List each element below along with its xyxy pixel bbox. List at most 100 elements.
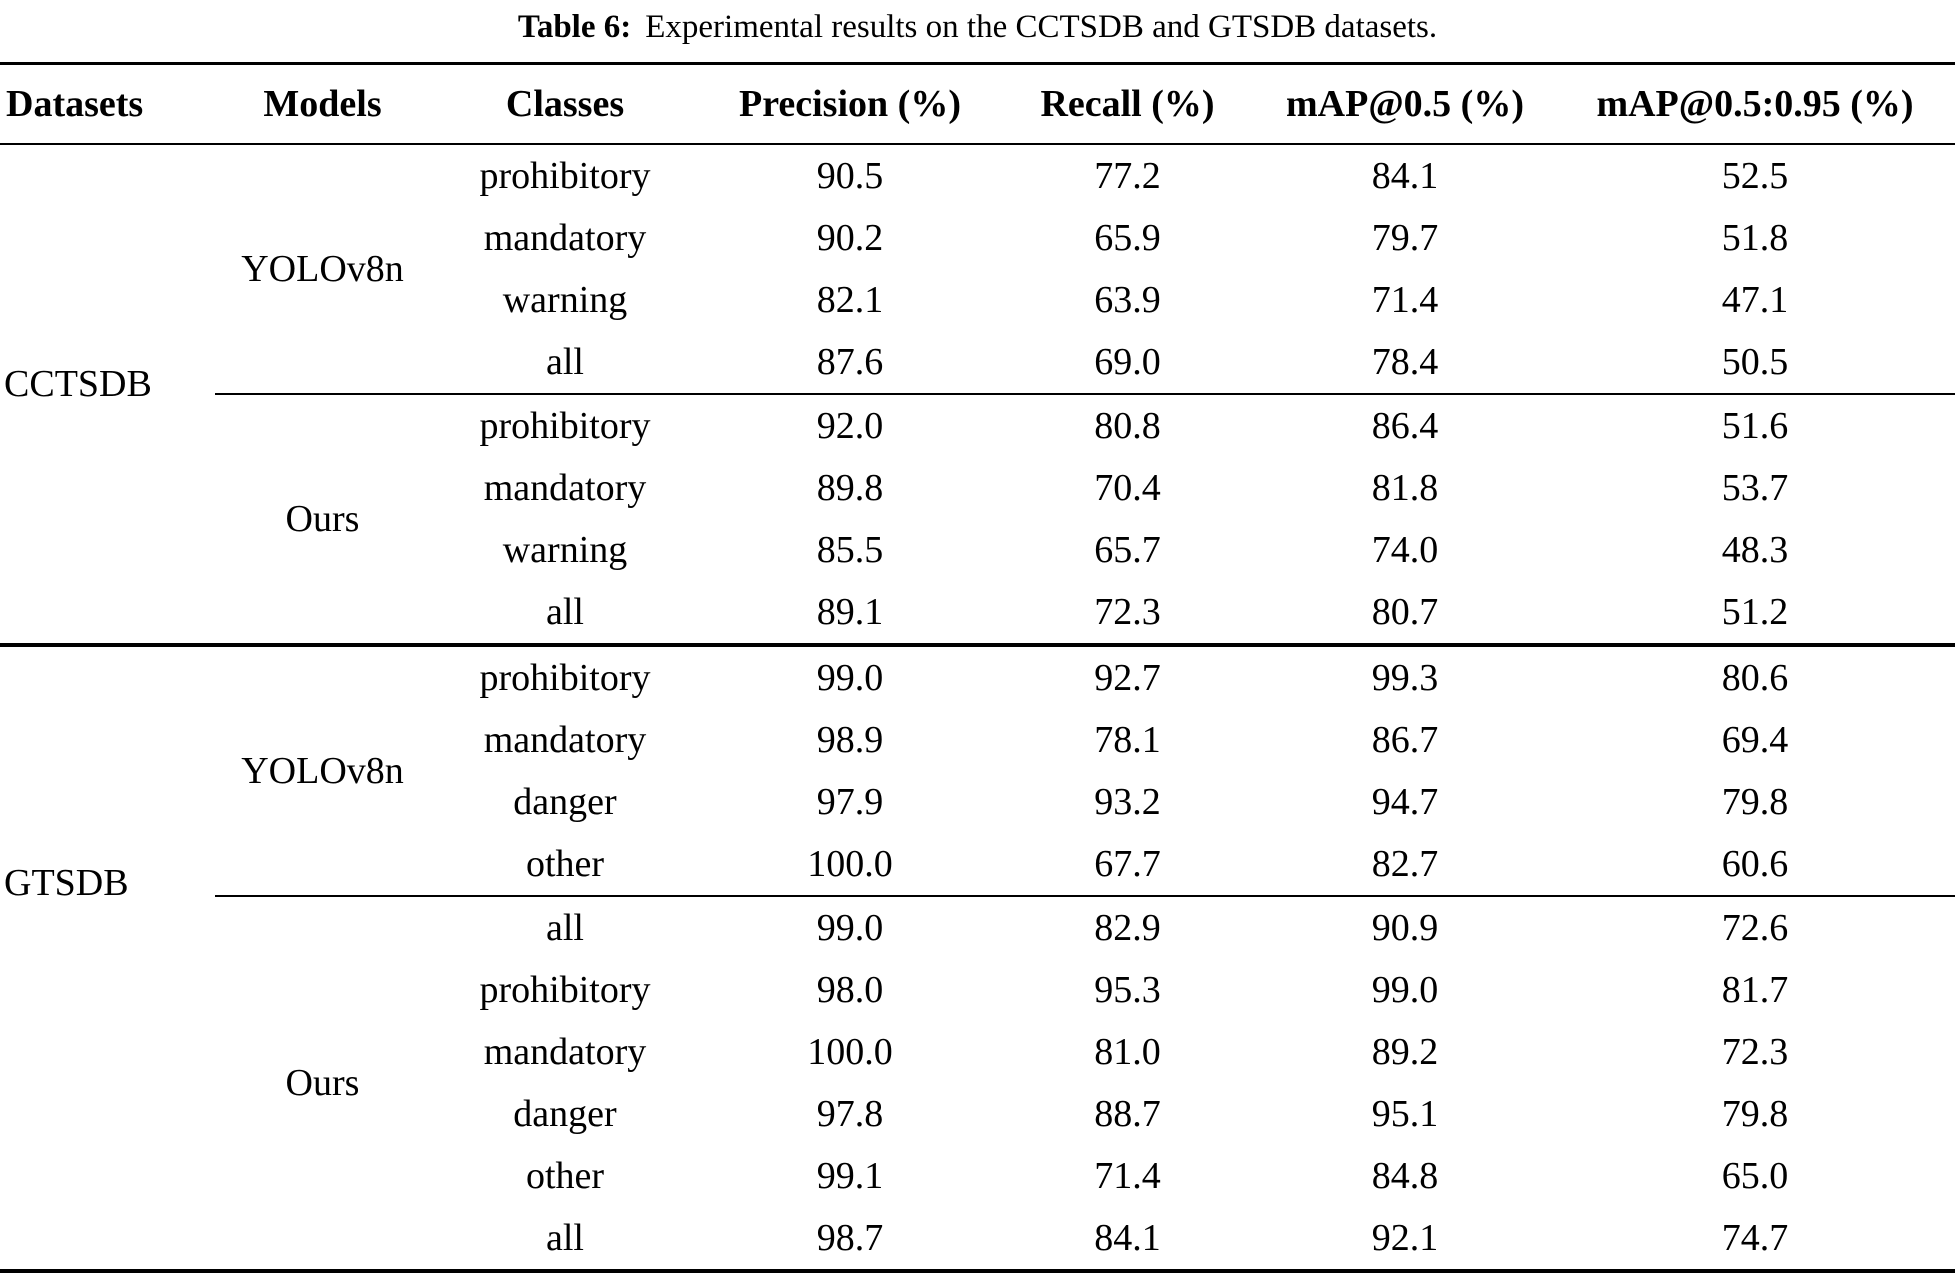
recall-cell: 80.8 [1094, 405, 1161, 447]
precision-cell: 100.0 [700, 833, 1000, 897]
table-body: CCTSDB YOLOv8n prohibitory 90.5 77.2 84.1 52.5… [0, 144, 1955, 1271]
map50-95-cell: 69.4 [1721, 719, 1789, 761]
map50-cell: 94.7 [1371, 781, 1439, 823]
map50-95-cell: 79.8 [1721, 781, 1789, 823]
map50-95-cell: 51.6 [1721, 405, 1789, 447]
recall-cell: 65.7 [1094, 529, 1161, 571]
map50-cell: 84.1 [1371, 155, 1439, 197]
map50-95-cell: 52.5 [1721, 155, 1789, 197]
precision-cell: 87.6 [700, 331, 1000, 395]
map50-95-cell: 53.7 [1721, 467, 1789, 509]
class-cell: other [430, 833, 700, 897]
model-cell: Ours [215, 394, 430, 647]
precision-cell: 97.9 [816, 781, 884, 823]
map50-cell: 84.8 [1371, 1155, 1439, 1197]
table-row: warning 85.5 65.7 74.0 48.3 [0, 519, 1955, 581]
column-header-datasets: Datasets [0, 63, 215, 145]
table-row: all 98.7 84.1 92.1 74.7 [0, 1207, 1955, 1271]
dataset-cell: GTSDB [0, 645, 215, 1271]
table-row: mandatory 98.9 78.1 86.7 69.4 [0, 709, 1955, 771]
map50-cell: 90.9 [1371, 907, 1439, 949]
table-caption-text: Experimental results on the CCTSDB and G… [645, 9, 1438, 45]
dataset-cell: CCTSDB [0, 144, 215, 647]
map50-95-cell: 50.5 [1555, 331, 1955, 395]
recall-cell: 70.4 [1094, 467, 1161, 509]
map50-cell: 99.0 [1371, 969, 1439, 1011]
map50-cell: 86.4 [1371, 405, 1439, 447]
table-caption-label: Table 6: [517, 9, 632, 45]
map50-95-cell: 72.6 [1721, 907, 1789, 949]
precision-cell: 82.1 [816, 279, 884, 321]
table-row: all 89.1 72.3 80.7 51.2 [0, 581, 1955, 647]
table-caption: Table 6: Experimental results on the CCTS… [0, 0, 1955, 62]
map50-cell: 89.2 [1371, 1031, 1439, 1073]
recall-cell: 72.3 [1000, 581, 1255, 647]
class-cell: prohibitory [479, 657, 651, 699]
table-row: mandatory 90.2 65.9 79.7 51.8 [0, 207, 1955, 269]
column-header-models: Models [215, 63, 430, 145]
map50-95-cell: 74.7 [1721, 1217, 1789, 1259]
model-cell: YOLOv8n [215, 645, 430, 897]
recall-cell: 69.0 [1000, 331, 1255, 395]
table-row: prohibitory 98.0 95.3 99.0 81.7 [0, 959, 1955, 1021]
precision-cell: 89.1 [700, 581, 1000, 647]
recall-cell: 82.9 [1094, 907, 1161, 949]
recall-cell: 67.7 [1000, 833, 1255, 897]
class-cell: prohibitory [479, 969, 651, 1011]
class-cell: mandatory [483, 1031, 647, 1073]
map50-cell: 81.8 [1371, 467, 1439, 509]
precision-cell: 97.8 [816, 1093, 884, 1135]
model-cell: YOLOv8n [215, 144, 430, 395]
recall-cell: 78.1 [1094, 719, 1161, 761]
table-row: CCTSDB YOLOv8n prohibitory 90.5 77.2 84.1 52.5 [0, 144, 1955, 647]
recall-cell: 77.2 [1094, 155, 1161, 197]
map50-cell: 74.0 [1371, 529, 1439, 571]
header-row: Datasets Models Classes Precision (%) Re… [0, 63, 1955, 145]
precision-cell: 98.9 [816, 719, 884, 761]
recall-cell: 81.0 [1094, 1031, 1161, 1073]
map50-95-cell: 72.3 [1721, 1031, 1789, 1073]
column-header-classes: Classes [430, 63, 700, 145]
model-cell: Ours [285, 1062, 360, 1104]
table-row: other 100.0 67.7 82.7 60.6 [0, 833, 1955, 897]
class-cell: warning [502, 529, 628, 571]
map50-95-cell: 47.1 [1721, 279, 1789, 321]
map50-cell: 78.4 [1255, 331, 1555, 395]
table-row: other 99.1 71.4 84.8 65.0 [0, 1145, 1955, 1207]
class-cell: all [430, 331, 700, 395]
map50-95-cell: 48.3 [1721, 529, 1789, 571]
recall-cell: 84.1 [1094, 1217, 1161, 1259]
class-cell: warning [502, 279, 628, 321]
precision-cell: 99.0 [816, 657, 884, 699]
table-row: mandatory 89.8 70.4 81.8 53.7 [0, 457, 1955, 519]
results-table: Datasets Models Classes Precision (%) Re… [0, 62, 1955, 1273]
precision-cell: 89.8 [816, 467, 884, 509]
precision-cell: 90.5 [816, 155, 884, 197]
class-cell: danger [513, 1093, 617, 1135]
class-cell: other [525, 1155, 605, 1197]
map50-95-cell: 51.2 [1555, 581, 1955, 647]
dataset-label: CCTSDB [4, 363, 152, 405]
class-cell: mandatory [483, 719, 647, 761]
recall-cell: 63.9 [1094, 279, 1161, 321]
class-cell: prohibitory [479, 405, 651, 447]
class-cell: danger [513, 781, 617, 823]
map50-95-cell: 79.8 [1721, 1093, 1789, 1135]
precision-cell: 98.7 [816, 1217, 884, 1259]
table-row: GTSDB YOLOv8n prohibitory 99.0 92.7 99.3 80.6 [0, 645, 1955, 904]
table-row: danger 97.9 93.2 94.7 79.8 [0, 771, 1955, 833]
recall-cell: 92.7 [1094, 657, 1161, 699]
recall-cell: 71.4 [1094, 1155, 1161, 1197]
class-cell: prohibitory [479, 155, 651, 197]
dataset-label: GTSDB [4, 862, 129, 904]
table-row: mandatory 100.0 81.0 89.2 72.3 [0, 1021, 1955, 1083]
precision-cell: 92.0 [816, 405, 884, 447]
precision-cell: 99.0 [816, 907, 884, 949]
column-header-map50-95: mAP@0.5:0.95 (%) [1555, 63, 1955, 145]
column-header-map50: mAP@0.5 (%) [1255, 63, 1555, 145]
table-header: Datasets Models Classes Precision (%) Re… [0, 63, 1955, 145]
table-row: Ours all 99.0 82.9 90.9 72.6 [0, 896, 1955, 1104]
precision-cell: 85.5 [816, 529, 884, 571]
precision-cell: 90.2 [816, 217, 884, 259]
precision-cell: 99.1 [816, 1155, 884, 1197]
